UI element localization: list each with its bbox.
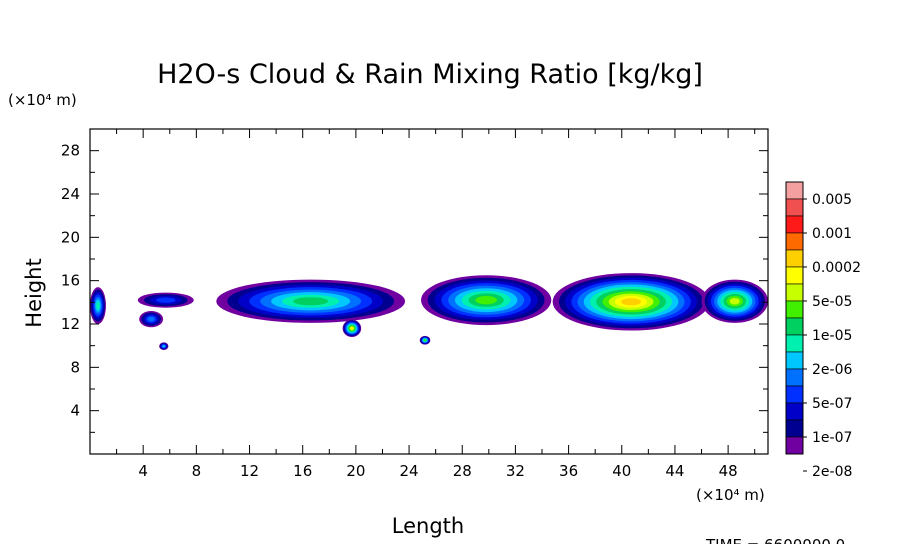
cloud-layer xyxy=(147,316,155,322)
cloud-layer xyxy=(156,297,176,303)
cloud-layer xyxy=(424,339,427,342)
y-tick-label: 8 xyxy=(70,358,80,376)
colorbar-cell xyxy=(785,181,804,200)
colorbar-cell xyxy=(785,215,804,234)
cloud-6 xyxy=(419,335,431,345)
x-tick-label: 24 xyxy=(400,462,419,480)
cloud-layer xyxy=(729,297,740,305)
colorbar-label: 1e-05 xyxy=(812,328,852,344)
y-tick-label: 28 xyxy=(61,142,80,160)
x-tick-label: 44 xyxy=(665,462,684,480)
x-tick-label: 16 xyxy=(293,462,312,480)
y-tick-label: 20 xyxy=(61,228,80,246)
x-tick-label: 32 xyxy=(506,462,525,480)
cloud-field xyxy=(90,273,768,351)
y-axis-label: Height xyxy=(22,258,46,327)
cloud-3 xyxy=(159,342,169,351)
cloud-layer xyxy=(350,327,354,330)
cloud-layer xyxy=(475,296,498,305)
y-tick-label: 4 xyxy=(70,402,80,420)
colorbar-cell xyxy=(785,436,804,455)
colorbar-cell xyxy=(785,266,804,285)
colorbar-label: 1e-07 xyxy=(812,430,852,446)
y-tick-label: 12 xyxy=(61,315,80,333)
x-tick-label: 48 xyxy=(719,462,738,480)
colorbar-frame xyxy=(785,181,804,455)
colorbar-cell xyxy=(785,232,804,251)
x-axis-label: Length xyxy=(392,514,464,538)
colorbar: 0.005 0.001 0.0002 5e-05 1e-05 2e-06 5e-07 1e-0… xyxy=(785,181,861,480)
y-tick-label: 16 xyxy=(61,272,80,290)
cloud-2 xyxy=(139,311,164,328)
colorbar-cell xyxy=(785,300,804,319)
x-axis-unit: (×10⁴ m) xyxy=(696,486,765,504)
cloud-4 xyxy=(216,279,406,323)
plot-frame xyxy=(89,128,769,455)
x-tick-label: 40 xyxy=(612,462,631,480)
y-axis-ticks: 4 8 12 16 20 24 28 xyxy=(61,142,768,433)
chart-title: H2O-s Cloud & Rain Mixing Ratio [kg/kg] xyxy=(157,59,703,90)
colorbar-cell xyxy=(785,402,804,421)
cloud-9 xyxy=(701,279,768,323)
colorbar-label: 0.005 xyxy=(812,192,852,208)
cloud-layer xyxy=(96,301,100,310)
cloud-layer xyxy=(293,297,329,306)
colorbar-cell xyxy=(785,317,804,336)
colorbar-cell xyxy=(785,334,804,353)
cloud-7 xyxy=(421,275,552,326)
colorbar-label: 2e-08 xyxy=(812,464,852,480)
colorbar-label: 2e-06 xyxy=(812,362,852,378)
x-tick-label: 8 xyxy=(192,462,202,480)
x-tick-label: 20 xyxy=(346,462,365,480)
x-axis-ticks: 4 8 12 16 20 24 28 32 36 40 44 48 xyxy=(116,129,756,480)
colorbar-cell xyxy=(785,351,804,370)
x-tick-label: 4 xyxy=(138,462,148,480)
colorbar-label: 0.001 xyxy=(812,226,852,242)
colorbar-cell xyxy=(785,283,804,302)
colorbar-label: 5e-07 xyxy=(812,396,852,412)
x-tick-label: 12 xyxy=(240,462,259,480)
time-label: TIME = 6600000.0 xyxy=(705,536,845,544)
cloud-layer xyxy=(621,298,642,306)
colorbar-cell xyxy=(785,368,804,387)
y-tick-label: 24 xyxy=(61,185,80,203)
cloud-1 xyxy=(137,292,194,308)
colorbar-cell xyxy=(785,385,804,404)
colorbar-label: 5e-05 xyxy=(812,294,852,310)
cloud-0 xyxy=(90,287,106,325)
cloud-layer xyxy=(162,345,165,348)
colorbar-cell xyxy=(785,419,804,438)
cloud-8 xyxy=(552,273,710,331)
cloud-5 xyxy=(342,319,362,338)
colorbar-label: 0.0002 xyxy=(812,260,861,276)
colorbar-cell xyxy=(785,198,804,217)
colorbar-cell xyxy=(785,249,804,268)
x-tick-label: 28 xyxy=(453,462,472,480)
y-axis-unit: (×10⁴ m) xyxy=(8,91,77,109)
x-tick-label: 36 xyxy=(559,462,578,480)
